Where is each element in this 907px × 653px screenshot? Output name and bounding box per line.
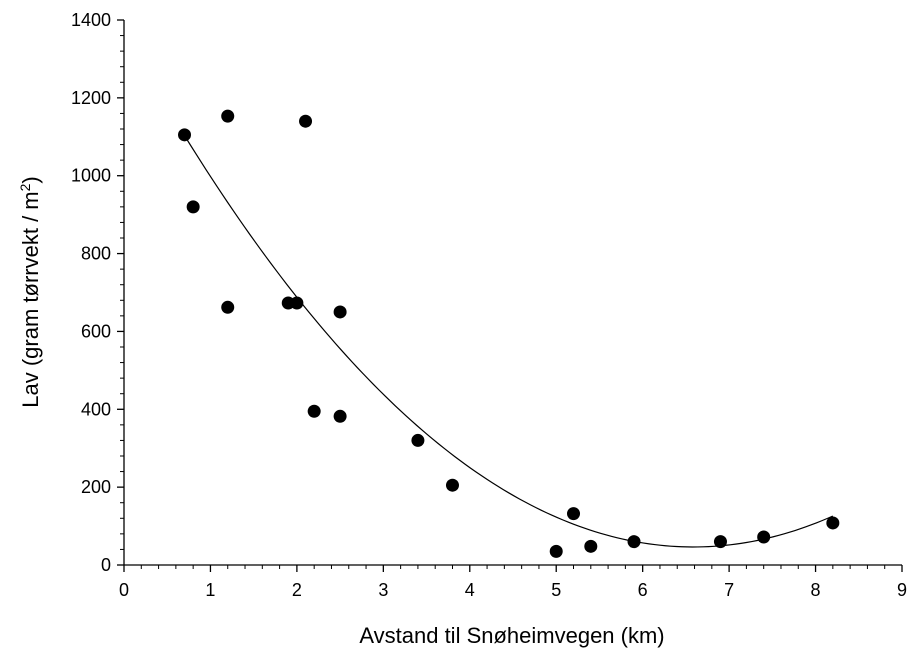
x-tick-label: 1 <box>205 580 215 600</box>
y-axis-title-main: Lav (gram tørrvekt / m <box>18 191 43 407</box>
x-tick-label: 5 <box>551 580 561 600</box>
y-tick-label: 1400 <box>71 10 111 30</box>
y-axis-title-close: ) <box>18 176 43 183</box>
data-point <box>221 300 235 314</box>
y-axis-title-superscript: 2 <box>17 183 33 191</box>
y-tick-label: 0 <box>101 555 111 575</box>
data-point <box>186 200 200 214</box>
y-tick-label: 1200 <box>71 88 111 108</box>
data-point <box>411 433 425 447</box>
data-point <box>713 535 727 549</box>
data-point <box>307 404 321 418</box>
data-point <box>290 296 304 310</box>
data-point <box>826 516 840 530</box>
y-tick-label: 800 <box>81 244 111 264</box>
x-tick-label: 6 <box>638 580 648 600</box>
data-point <box>445 478 459 492</box>
y-tick-label: 1000 <box>71 166 111 186</box>
fit-curve <box>184 135 834 548</box>
data-point <box>299 114 313 128</box>
x-tick-label: 9 <box>897 580 907 600</box>
data-point <box>333 305 347 319</box>
data-point <box>567 507 581 521</box>
x-tick-label: 0 <box>119 580 129 600</box>
x-tick-label: 3 <box>378 580 388 600</box>
y-tick-label: 200 <box>81 477 111 497</box>
data-point <box>584 539 598 553</box>
y-tick-label: 600 <box>81 321 111 341</box>
y-tick-label: 400 <box>81 399 111 419</box>
x-tick-label: 8 <box>811 580 821 600</box>
x-axis-title: Avstand til Snøheimvegen (km) <box>359 623 664 648</box>
axes <box>123 20 902 566</box>
data-point <box>627 535 641 549</box>
data-point <box>757 530 771 544</box>
y-axis-title: Lav (gram tørrvekt / m2) <box>17 176 43 407</box>
ticks <box>117 19 903 572</box>
data-points <box>178 109 840 558</box>
tick-labels: 0 1 2 3 4 5 6 7 8 9 0 200 400 600 800 1000 1200 1400 <box>71 10 907 600</box>
data-point <box>549 544 563 558</box>
data-point <box>333 409 347 423</box>
x-tick-label: 2 <box>292 580 302 600</box>
data-point <box>221 109 235 123</box>
data-point <box>178 128 192 142</box>
x-tick-label: 4 <box>465 580 475 600</box>
x-tick-label: 7 <box>724 580 734 600</box>
